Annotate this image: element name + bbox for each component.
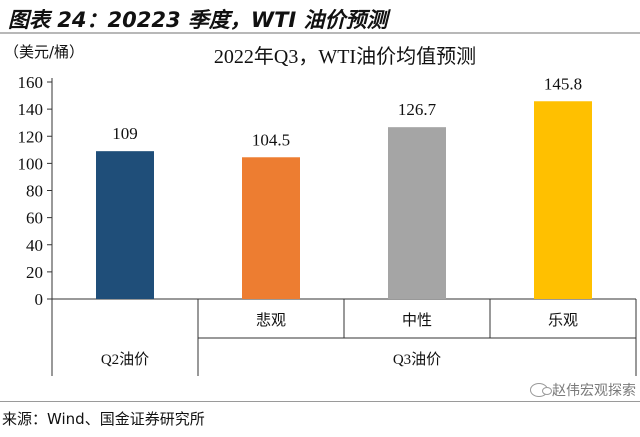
x-tick-label: 乐观 [548, 311, 578, 329]
group-label: Q2油价 [101, 351, 149, 368]
y-tick-label: 100 [18, 154, 44, 173]
wechat-icon [530, 383, 552, 397]
y-axis-label: （美元/桶） [4, 43, 84, 61]
data-label: 126.7 [398, 100, 437, 119]
source-note: 来源：Wind、国金证券研究所 [2, 410, 205, 428]
y-tick-label: 80 [26, 182, 43, 201]
data-label: 145.8 [544, 74, 582, 93]
y-tick-label: 140 [18, 100, 44, 119]
figure-header: 图表 24：20223 季度，WTI 油价预测 [0, 0, 640, 34]
figure-title: 图表 24：20223 季度，WTI 油价预测 [8, 8, 388, 32]
y-tick-label: 20 [26, 263, 43, 282]
footer-divider [0, 401, 640, 402]
y-tick-label: 160 [18, 73, 44, 92]
y-tick-label: 0 [35, 290, 44, 309]
data-label: 104.5 [252, 130, 290, 149]
bar [388, 127, 446, 300]
header-divider [0, 32, 640, 34]
chart-title: 2022年Q3，WTI油价均值预测 [214, 45, 476, 68]
brand-name: 赵伟宏观探索 [552, 383, 636, 399]
brand-watermark: 赵伟宏观探索 [530, 380, 636, 400]
group-label: Q3油价 [393, 351, 441, 368]
bar [534, 101, 592, 299]
y-tick-label: 120 [18, 127, 44, 146]
bar [242, 157, 300, 299]
x-tick-label: 中性 [402, 311, 432, 329]
y-tick-label: 60 [26, 209, 43, 228]
x-tick-label: 悲观 [256, 311, 286, 329]
y-tick-label: 40 [26, 236, 43, 255]
data-label: 109 [112, 124, 138, 143]
bar [96, 151, 154, 299]
